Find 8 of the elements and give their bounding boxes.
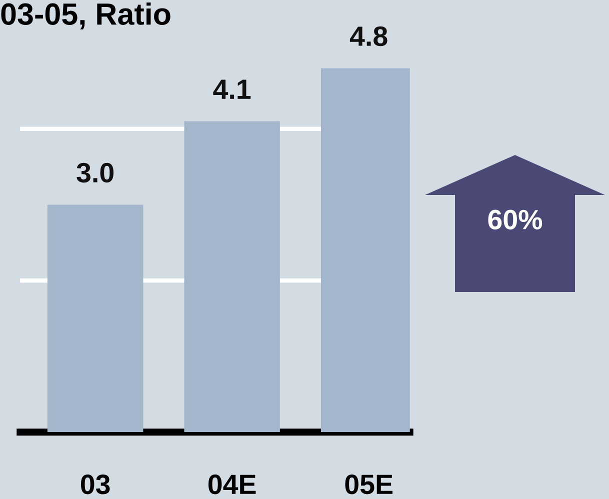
data-label: 3.0 (76, 162, 114, 183)
data-label: 4.1 (213, 80, 251, 99)
x-tick-label: 04E (208, 474, 256, 494)
data-label: 4.8 (350, 26, 388, 46)
chart-title: 03-05, Ratio (1, 2, 170, 30)
x-tick-label: 03 (80, 474, 110, 494)
x-tick-label: 05E (345, 474, 392, 494)
text: 60% (488, 210, 542, 230)
